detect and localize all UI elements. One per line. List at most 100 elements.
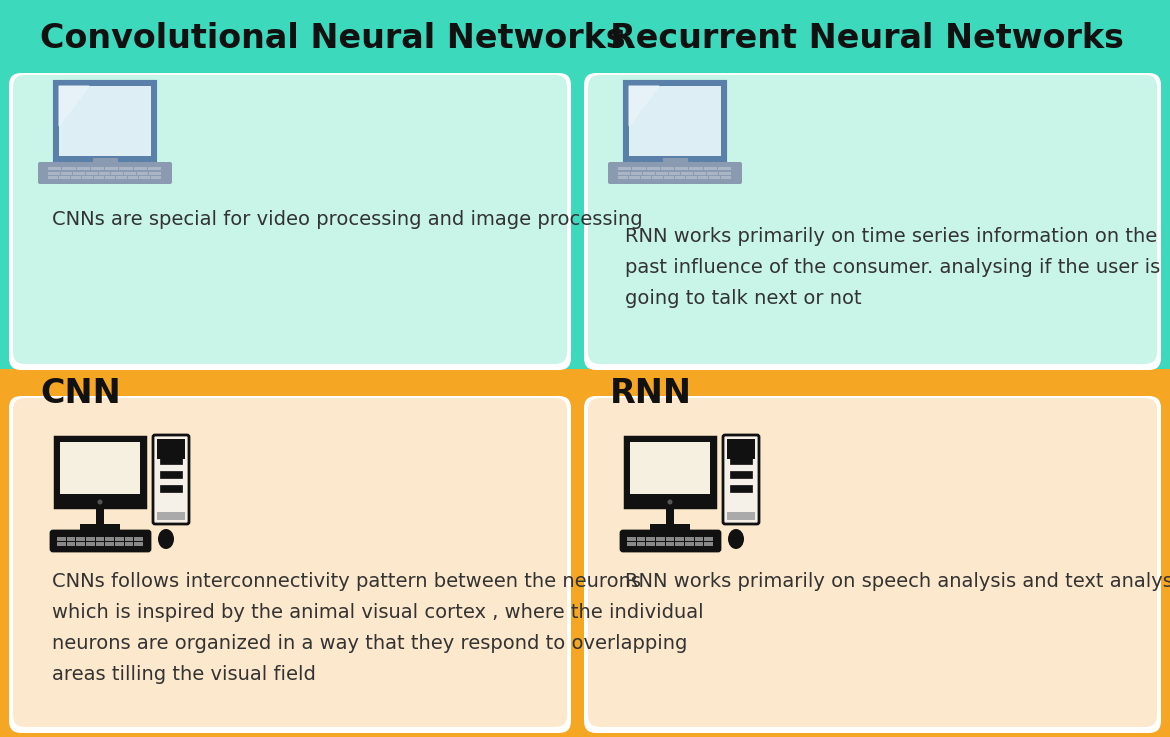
Bar <box>74 172 85 175</box>
Bar <box>67 542 75 546</box>
Bar <box>139 176 150 179</box>
Bar <box>76 167 90 170</box>
Bar <box>0 0 1170 369</box>
Bar <box>689 167 702 170</box>
Ellipse shape <box>728 529 744 549</box>
Bar <box>675 176 686 179</box>
FancyBboxPatch shape <box>9 396 571 733</box>
Ellipse shape <box>97 500 103 505</box>
Bar <box>71 176 81 179</box>
Bar <box>105 542 113 546</box>
Text: RNN: RNN <box>610 377 691 410</box>
Bar <box>644 172 655 175</box>
Bar <box>704 537 713 540</box>
Bar <box>704 542 713 546</box>
Bar <box>124 172 136 175</box>
Bar <box>80 524 121 532</box>
FancyBboxPatch shape <box>51 531 150 551</box>
Bar <box>646 537 655 540</box>
Bar <box>730 457 752 464</box>
Bar <box>730 485 752 492</box>
FancyBboxPatch shape <box>153 435 190 524</box>
Bar <box>150 172 161 175</box>
Bar <box>105 176 116 179</box>
FancyBboxPatch shape <box>625 437 715 507</box>
Bar <box>111 172 123 175</box>
Bar <box>703 167 717 170</box>
Bar <box>629 176 640 179</box>
FancyBboxPatch shape <box>55 437 145 507</box>
Bar <box>60 442 140 494</box>
Bar <box>641 176 652 179</box>
Bar <box>147 167 161 170</box>
Bar <box>57 537 66 540</box>
FancyBboxPatch shape <box>589 398 1157 727</box>
Bar <box>663 176 674 179</box>
Bar <box>67 537 75 540</box>
Text: Recurrent Neural Networks: Recurrent Neural Networks <box>610 22 1124 55</box>
Bar <box>48 167 61 170</box>
Bar <box>105 167 118 170</box>
FancyBboxPatch shape <box>625 82 725 160</box>
Bar <box>720 172 731 175</box>
Polygon shape <box>629 86 659 126</box>
Bar <box>675 167 688 170</box>
Bar <box>160 457 183 464</box>
Bar <box>666 542 674 546</box>
Bar <box>87 172 97 175</box>
Bar <box>618 176 628 179</box>
FancyBboxPatch shape <box>13 398 567 727</box>
FancyBboxPatch shape <box>37 162 172 184</box>
Bar <box>684 537 694 540</box>
Bar <box>656 542 665 546</box>
Bar <box>697 176 708 179</box>
Bar <box>618 167 632 170</box>
Bar <box>94 176 104 179</box>
FancyBboxPatch shape <box>589 75 1157 364</box>
Bar <box>652 176 662 179</box>
Bar <box>687 176 697 179</box>
Bar <box>128 176 138 179</box>
Bar <box>636 537 646 540</box>
Text: Convolutional Neural Networks: Convolutional Neural Networks <box>40 22 626 55</box>
Bar <box>694 172 706 175</box>
Bar <box>137 172 149 175</box>
Bar <box>55 497 145 507</box>
Bar <box>115 537 124 540</box>
Bar <box>91 167 104 170</box>
Text: CNNs are special for video processing and image processing: CNNs are special for video processing an… <box>51 210 642 229</box>
Ellipse shape <box>158 529 174 549</box>
Bar <box>116 176 126 179</box>
Bar <box>87 537 95 540</box>
Text: CNNs follows interconnectivity pattern between the neurons
which is inspired by : CNNs follows interconnectivity pattern b… <box>51 572 703 684</box>
Bar <box>675 542 684 546</box>
Bar <box>730 471 752 478</box>
Bar <box>48 176 58 179</box>
Bar <box>675 537 684 540</box>
Bar <box>625 497 715 507</box>
Bar <box>96 542 104 546</box>
FancyBboxPatch shape <box>584 396 1161 733</box>
Bar <box>58 86 151 156</box>
Bar <box>160 471 183 478</box>
Bar <box>631 172 642 175</box>
Bar <box>695 537 703 540</box>
Bar <box>125 537 133 540</box>
Bar <box>647 167 660 170</box>
FancyBboxPatch shape <box>584 73 1161 370</box>
Bar <box>666 507 674 527</box>
Bar <box>135 542 143 546</box>
Bar <box>96 507 104 527</box>
Text: RNN works primarily on time series information on the
past influence of the cons: RNN works primarily on time series infor… <box>625 227 1161 308</box>
Bar <box>646 542 655 546</box>
Bar <box>98 172 110 175</box>
Bar <box>57 542 66 546</box>
Bar <box>666 537 674 540</box>
FancyBboxPatch shape <box>9 73 571 370</box>
Bar <box>721 176 731 179</box>
Bar <box>632 167 646 170</box>
Bar <box>661 167 674 170</box>
Bar <box>0 369 1170 737</box>
FancyBboxPatch shape <box>621 531 720 551</box>
Bar <box>96 537 104 540</box>
